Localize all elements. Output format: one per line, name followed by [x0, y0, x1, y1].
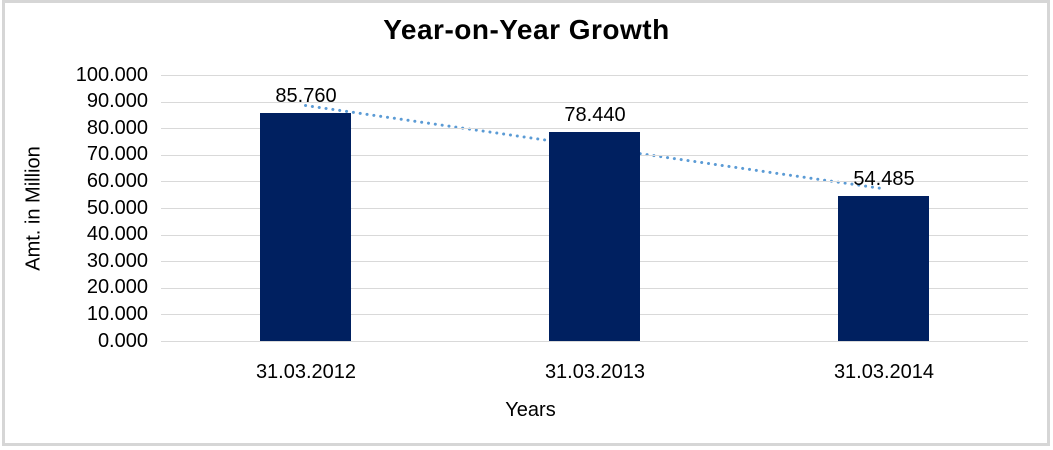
- bar: [838, 196, 929, 341]
- y-tick-label: 50.000: [86, 197, 148, 219]
- gridline: [161, 341, 1028, 342]
- x-tick-label: 31.03.2013: [544, 361, 646, 383]
- y-tick-label: 100.000: [75, 64, 148, 86]
- y-tick-label: 20.000: [86, 276, 148, 298]
- x-tick-label: 31.03.2012: [255, 361, 357, 383]
- gridline: [161, 75, 1028, 76]
- gridline: [161, 102, 1028, 103]
- y-tick-label: 80.000: [86, 117, 148, 139]
- y-tick-label: 10.000: [86, 303, 148, 325]
- y-tick-label: 60.000: [86, 170, 148, 192]
- bar-data-label: 85.760: [275, 85, 337, 107]
- x-axis-title: Years: [505, 399, 556, 421]
- y-tick-label: 30.000: [86, 250, 148, 272]
- y-tick-label: 0.000: [97, 330, 148, 352]
- bar: [549, 132, 640, 341]
- bar-data-label: 78.440: [564, 104, 626, 126]
- y-tick-label: 40.000: [86, 223, 148, 245]
- bar: [260, 113, 351, 341]
- bar-data-label: 54.485: [853, 168, 915, 190]
- chart-title: Year-on-Year Growth: [383, 14, 670, 45]
- y-tick-label: 70.000: [86, 143, 148, 165]
- x-tick-label: 31.03.2014: [833, 361, 935, 383]
- gridline: [161, 128, 1028, 129]
- y-tick-label: 90.000: [86, 90, 148, 112]
